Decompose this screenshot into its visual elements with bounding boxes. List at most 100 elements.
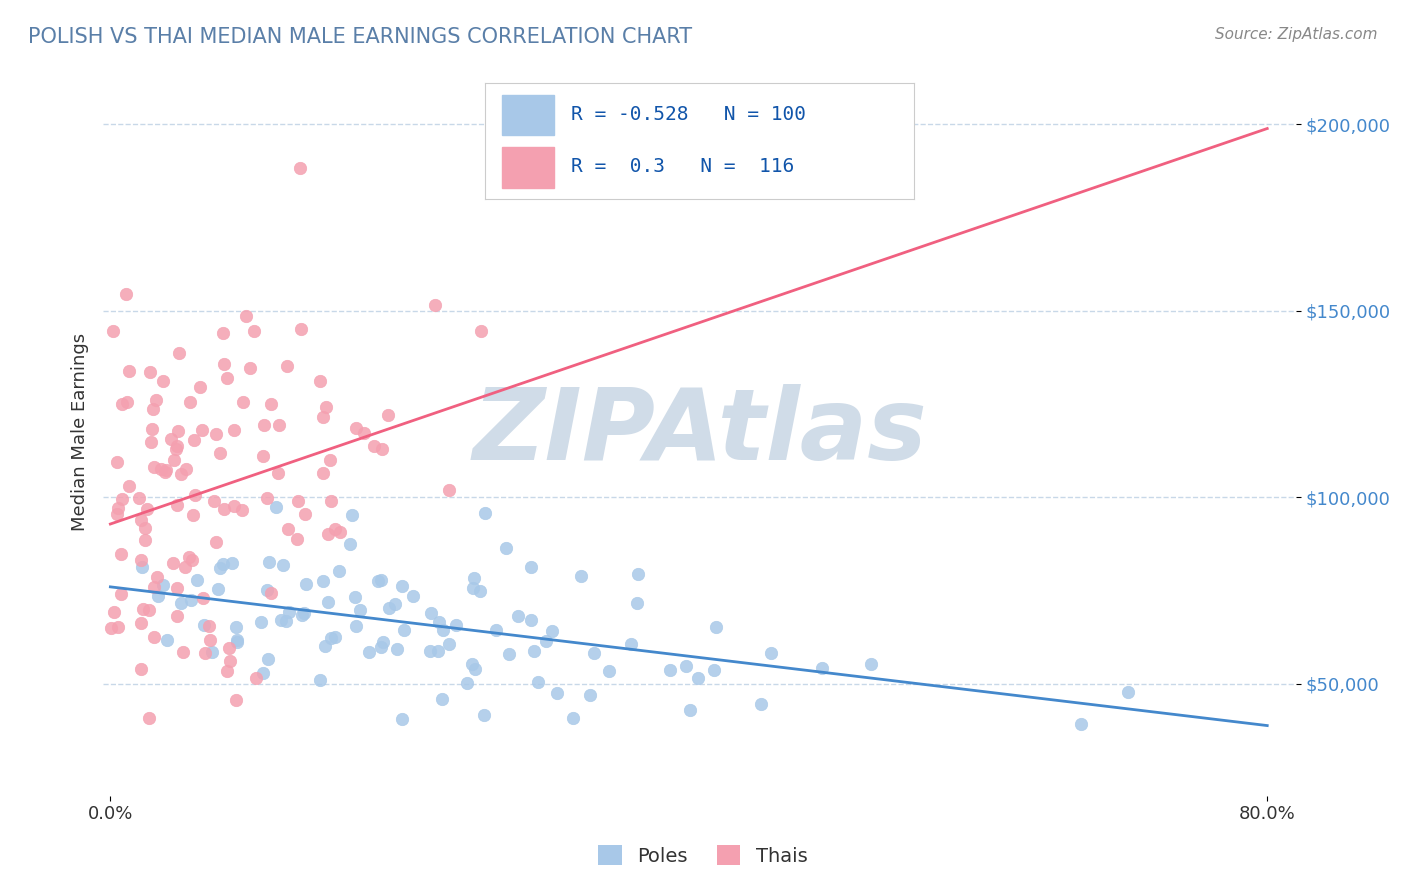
Thais <box>143 580 166 594</box>
Thais <box>138 603 160 617</box>
Thais <box>117 394 139 409</box>
Poles <box>627 567 650 582</box>
Thais <box>215 371 238 385</box>
Thais <box>176 462 198 476</box>
Thais <box>370 442 392 456</box>
Thais <box>232 394 254 409</box>
Poles <box>675 658 697 673</box>
Poles <box>250 615 273 629</box>
Poles <box>427 615 450 630</box>
Poles <box>367 574 389 588</box>
Thais <box>129 615 152 630</box>
Poles <box>391 712 413 726</box>
Thais <box>205 427 228 442</box>
Thais <box>138 711 160 725</box>
Thais <box>117 364 139 378</box>
Poles <box>626 596 648 610</box>
Thais <box>172 645 194 659</box>
Thais <box>181 508 204 522</box>
Poles <box>679 703 702 717</box>
Poles <box>340 508 363 522</box>
Thais <box>194 646 217 660</box>
Poles <box>131 560 153 574</box>
Poles <box>259 555 281 569</box>
Thais <box>105 455 128 469</box>
Poles <box>373 634 395 648</box>
Poles <box>461 657 484 671</box>
Thais <box>329 524 352 539</box>
Thais <box>222 423 245 437</box>
Poles <box>810 661 832 675</box>
Thais <box>309 374 332 388</box>
Thais <box>101 324 124 338</box>
Thais <box>149 462 172 476</box>
Thais <box>110 586 132 600</box>
Poles <box>221 556 243 570</box>
Poles <box>256 583 278 598</box>
Poles <box>456 676 478 690</box>
Thais <box>129 662 152 676</box>
Poles <box>370 640 392 654</box>
Poles <box>146 589 169 603</box>
Poles <box>186 574 208 588</box>
Thais <box>217 664 239 678</box>
Poles <box>225 635 247 649</box>
Poles <box>378 601 401 615</box>
Poles <box>598 664 620 678</box>
Thais <box>363 439 385 453</box>
Poles <box>270 614 292 628</box>
Poles <box>437 637 460 651</box>
Thais <box>159 433 181 447</box>
Thais <box>105 507 128 521</box>
Thais <box>190 380 212 394</box>
Poles <box>339 537 361 551</box>
Thais <box>205 534 228 549</box>
Thais <box>212 357 235 371</box>
Thais <box>179 549 201 564</box>
Thais <box>269 417 291 432</box>
Poles <box>226 632 249 647</box>
Thais <box>167 346 190 360</box>
Poles <box>583 646 606 660</box>
Thais <box>470 324 492 338</box>
Thais <box>142 402 165 417</box>
Poles <box>420 606 443 620</box>
Thais <box>118 479 141 493</box>
Poles <box>391 579 413 593</box>
Thais <box>153 465 176 479</box>
Thais <box>170 467 193 481</box>
Poles <box>311 574 333 588</box>
Thais <box>243 325 266 339</box>
Poles <box>523 644 546 658</box>
Thais <box>179 395 201 409</box>
Y-axis label: Median Male Earnings: Median Male Earnings <box>72 333 89 532</box>
Poles <box>703 663 725 677</box>
Poles <box>534 633 557 648</box>
Poles <box>474 506 496 520</box>
Thais <box>145 393 167 408</box>
Thais <box>135 502 157 516</box>
Thais <box>114 287 136 301</box>
Poles <box>211 558 233 572</box>
Poles <box>314 639 336 653</box>
Thais <box>256 491 278 505</box>
Thais <box>212 326 235 340</box>
Thais <box>128 491 150 505</box>
Thais <box>287 493 309 508</box>
Poles <box>446 617 468 632</box>
Thais <box>184 488 207 502</box>
Poles <box>620 637 643 651</box>
Thais <box>166 499 188 513</box>
Thais <box>202 494 225 508</box>
Thais <box>165 442 187 456</box>
Poles <box>1070 717 1092 731</box>
Poles <box>309 673 332 687</box>
Poles <box>252 665 274 680</box>
Poles <box>323 630 346 644</box>
Thais <box>239 361 262 376</box>
Thais <box>259 397 281 411</box>
Poles <box>344 619 367 633</box>
Poles <box>432 623 454 637</box>
Text: Source: ZipAtlas.com: Source: ZipAtlas.com <box>1215 27 1378 42</box>
Poles <box>562 711 585 725</box>
